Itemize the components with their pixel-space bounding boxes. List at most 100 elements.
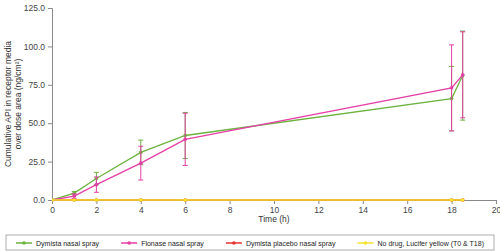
legend-marker [22,241,26,245]
tick-label: 125.0 [24,3,46,13]
error-bar [183,113,188,165]
error-bar-cap [449,130,454,131]
error-bar [460,31,465,120]
error-bar-cap [183,113,188,114]
series-marker [139,161,143,165]
tick: 0.0 [33,195,52,205]
tick-label: 0.0 [33,195,45,205]
legend-label: Dymista placebo nasal spray [246,240,336,248]
tick: 4 [139,200,144,215]
tick-label: 2 [95,205,100,215]
series-marker [95,198,99,202]
error-bars [52,32,465,200]
error-bar-cap [138,180,143,181]
legend: Dymista nasal spray Flonase nasal spray Dy… [6,235,494,250]
tick: 6 [183,200,188,215]
series-marker [139,198,143,202]
series-marker [461,73,465,77]
series [52,32,465,202]
tick-label: 75.0 [28,80,45,90]
legend-label: Dymista nasal spray [36,240,100,248]
x-axis-title: Time (h) [258,214,289,224]
tick-mark [48,123,52,124]
error-bar-cap [449,44,454,45]
series-marker [72,191,76,195]
series-line [52,76,463,200]
error-bar-cap [460,120,465,121]
tick-label: 25.0 [28,157,45,167]
tick: 125.0 [24,3,52,13]
tick-mark [48,8,52,9]
tick: 12 [314,200,324,215]
chart: 0.025.050.075.0100.0125.0024681012141618… [0,0,500,251]
tick-label: 20 [492,205,500,215]
tick-mark [48,162,52,163]
series-line [52,199,463,200]
error-bar [94,177,99,192]
error-bar-cap [460,31,465,32]
legend-item: Dymista nasal spray [16,240,100,248]
tick-label: 6 [183,205,188,215]
series-marker [461,198,465,202]
y-axis-title-line: over dose area (ng/cm²) [13,58,23,149]
error-bar-cap [138,140,143,141]
tick: 25.0 [28,157,52,167]
plot-area: 0.025.050.075.0100.0125.0024681012141618… [24,3,500,215]
error-bar [449,45,454,131]
tick-label: 100.0 [24,42,46,52]
series-marker [72,194,76,198]
error-bar-cap [94,192,99,193]
tick-label: 4 [139,205,144,215]
series-line [52,199,463,200]
tick: 0 [50,200,55,215]
series-marker [183,198,187,202]
tick: 50.0 [28,118,52,128]
series-marker [52,198,54,202]
tick-label: 8 [228,205,233,215]
series-marker [450,86,454,90]
tick-mark [496,200,497,204]
tick: 16 [403,200,413,215]
tick-mark [48,85,52,86]
series-marker [183,198,187,202]
series-marker [72,198,76,202]
series-marker [95,198,99,202]
series-marker [461,198,465,202]
tick-mark [48,200,52,201]
legend-label: Flonase nasal spray [141,240,204,248]
series-marker [450,198,454,202]
tick-label: 18 [447,205,457,215]
error-bar-cap [183,112,188,113]
x-axis: 02468101214161820 [50,200,500,215]
series [52,198,465,202]
y-axis: 0.0 25.0 50.0 75.0 100.0 125.0 [24,3,53,205]
series-marker [52,198,54,202]
series [52,31,465,202]
tick-label: 12 [314,205,324,215]
error-bar-cap [460,117,465,118]
error-bar-cap [183,165,188,166]
axis-line [48,9,53,201]
legend-frame [6,235,494,250]
series-line [52,75,463,200]
y-axis-title-line: Cumulative API in receptor media [3,41,13,167]
legend-item: Dymista placebo nasal spray [226,240,336,248]
error-bar-cap [94,172,99,173]
tick: 10 [270,200,280,215]
error-bar [460,32,465,118]
axis-line [53,201,497,205]
legend-item: Flonase nasal spray [121,240,204,248]
tick: 8 [228,200,233,215]
series-marker [72,198,76,202]
tick: 75.0 [28,80,52,90]
tick: 100.0 [24,42,52,52]
series-marker [95,183,99,187]
series-marker [450,198,454,202]
tick: 20 [492,200,500,215]
error-bar-cap [460,31,465,32]
tick-mark [48,46,52,47]
error-bar-cap [72,193,77,194]
series-marker [52,198,54,202]
tick-label: 0 [50,205,55,215]
error-bar-cap [449,130,454,131]
